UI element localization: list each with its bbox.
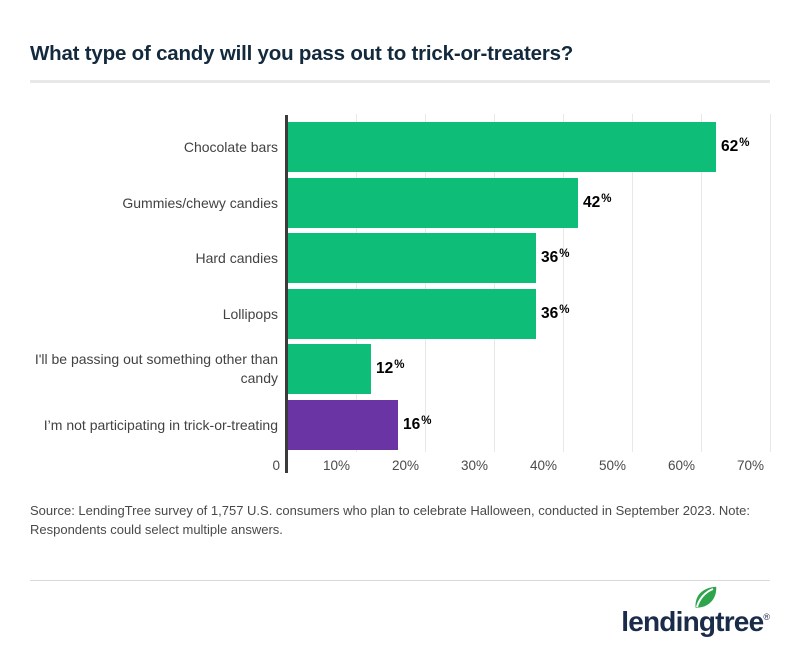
x-axis-tick-label: 0 bbox=[272, 458, 280, 473]
source-note: Source: LendingTree survey of 1,757 U.S.… bbox=[30, 503, 750, 537]
x-axis-tick-label: 20% bbox=[391, 458, 419, 473]
gridline bbox=[494, 114, 495, 452]
x-axis-tick-label: 60% bbox=[667, 458, 695, 473]
gridline bbox=[770, 114, 771, 452]
category-label: I’m not participating in trick-or-treati… bbox=[43, 416, 278, 433]
bar bbox=[288, 344, 371, 394]
x-axis-tick-label: 70% bbox=[736, 458, 764, 473]
bar-chart: 0 10% 20% 30% 40% 50% 60% 70% Chocolate bars 62% G… bbox=[0, 114, 800, 475]
bar bbox=[288, 289, 536, 339]
lendingtree-logo: lendingtree® bbox=[621, 586, 770, 636]
title-divider bbox=[30, 80, 770, 83]
bar bbox=[288, 178, 578, 228]
value-label: 16% bbox=[403, 415, 432, 433]
value-label: 36% bbox=[541, 304, 570, 322]
leaf-icon bbox=[695, 586, 717, 608]
category-label: Gummies/chewy candies bbox=[122, 194, 278, 211]
footer-divider bbox=[30, 580, 770, 581]
category-label: Lollipops bbox=[222, 305, 278, 322]
x-axis-tick-label: 10% bbox=[322, 458, 350, 473]
gridline bbox=[425, 114, 426, 452]
bar bbox=[288, 233, 536, 283]
bar bbox=[288, 400, 398, 450]
x-axis-tick-label: 40% bbox=[529, 458, 557, 473]
category-label: I'll be passing out something other than… bbox=[34, 351, 278, 386]
x-axis-tick-label: 50% bbox=[598, 458, 626, 473]
y-axis-line bbox=[285, 115, 288, 473]
category-label: Chocolate bars bbox=[183, 138, 278, 155]
gridline bbox=[632, 114, 633, 452]
bar bbox=[288, 122, 716, 172]
page-title: What type of candy will you pass out to … bbox=[30, 42, 574, 65]
value-label: 36% bbox=[541, 248, 570, 266]
value-label: 42% bbox=[583, 193, 612, 211]
gridline bbox=[701, 114, 702, 452]
gridline bbox=[356, 114, 357, 452]
logo-wordmark: lendingtree® bbox=[621, 606, 770, 637]
value-label: 62% bbox=[721, 137, 750, 155]
category-label: Hard candies bbox=[195, 249, 279, 266]
value-label: 12% bbox=[376, 359, 405, 377]
x-axis-tick-label: 30% bbox=[460, 458, 488, 473]
gridline bbox=[563, 114, 564, 452]
registered-mark: ® bbox=[763, 612, 770, 622]
